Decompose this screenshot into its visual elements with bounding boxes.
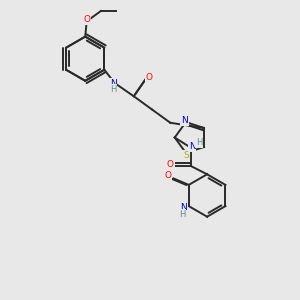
Text: N: N (181, 116, 188, 125)
Text: H: H (110, 85, 116, 94)
Text: S: S (183, 151, 189, 160)
Text: N: N (180, 203, 187, 212)
Text: H: H (179, 210, 185, 219)
Text: N: N (189, 142, 196, 151)
Text: O: O (83, 15, 90, 24)
Text: N: N (110, 79, 117, 88)
Text: H: H (196, 138, 202, 147)
Text: O: O (167, 160, 174, 169)
Text: O: O (145, 73, 152, 82)
Text: O: O (165, 171, 172, 180)
